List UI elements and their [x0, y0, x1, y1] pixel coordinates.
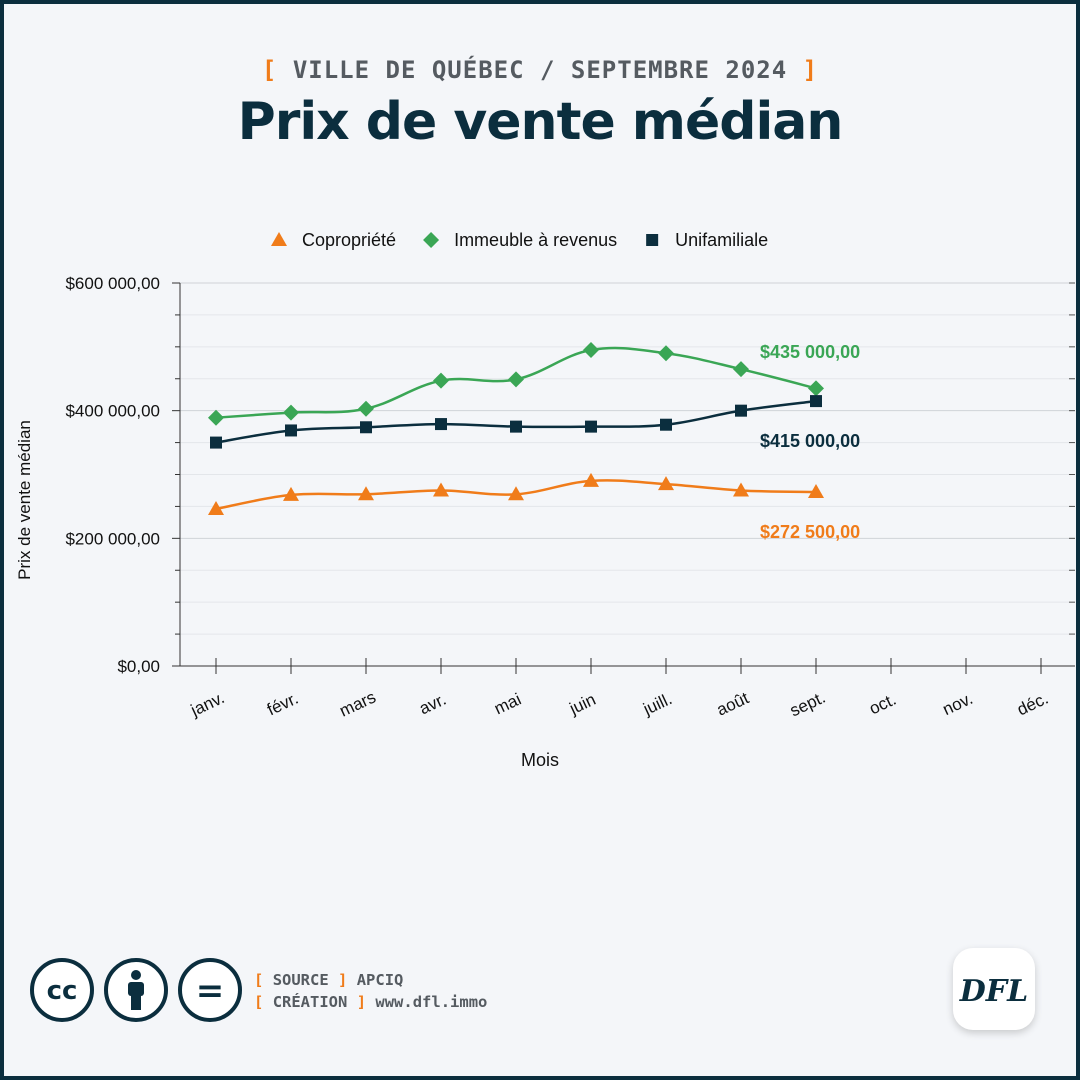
end-value-label: $272 500,00: [760, 522, 860, 542]
attribution-person-icon: [104, 958, 168, 1022]
source-label: SOURCE: [272, 971, 329, 989]
end-value-label: $435 000,00: [760, 342, 860, 362]
data-point: [510, 420, 522, 433]
dfl-logo: DFL: [953, 948, 1035, 1030]
chart-title: Prix de vente médian: [237, 92, 844, 152]
svg-text:DFL: DFL: [959, 974, 1028, 1009]
legend-label: Immeuble à revenus: [454, 230, 617, 250]
data-point: [360, 421, 372, 434]
data-point: [433, 372, 449, 389]
data-point: [733, 482, 749, 497]
data-point: [585, 420, 597, 433]
data-point: [733, 361, 749, 378]
x-tick-label: avr.: [416, 690, 449, 719]
data-point: [435, 418, 447, 431]
data-point: [658, 476, 674, 491]
data-point: [208, 500, 224, 515]
data-point: [283, 404, 299, 421]
x-tick-label: janv.: [187, 688, 227, 720]
legend-marker: [646, 234, 659, 246]
chart-kicker: [ VILLE DE QUÉBEC / SEPTEMBRE 2024 ]: [0, 56, 1080, 84]
data-point: [583, 342, 599, 359]
legend-marker: [423, 232, 440, 248]
svg-text:=: =: [196, 971, 225, 1011]
data-point: [208, 409, 224, 426]
x-tick-label: juill.: [639, 689, 674, 719]
data-point: [210, 436, 222, 449]
x-tick-label: déc.: [1014, 689, 1051, 720]
data-point: [508, 486, 524, 501]
data-point: [358, 400, 374, 417]
creation-label: CRÉATION: [272, 993, 348, 1011]
data-point: [735, 404, 747, 417]
creative-commons-icon: cc: [30, 958, 94, 1022]
data-point: [658, 345, 674, 362]
legend-label: Unifamiliale: [675, 230, 768, 250]
creation-value: www.dfl.immo: [375, 993, 488, 1011]
data-point: [283, 486, 299, 501]
source-line: [ SOURCE ] APCIQ: [254, 971, 404, 989]
y-axis-label: Prix de vente médian: [15, 420, 34, 580]
x-tick-label: mai: [491, 690, 524, 719]
x-tick-label: nov.: [940, 689, 976, 719]
end-value-label: $415 000,00: [760, 431, 860, 451]
svg-text:cc: cc: [47, 976, 78, 1006]
data-point: [508, 371, 524, 388]
data-point: [433, 482, 449, 497]
y-tick-label: $0,00: [117, 657, 160, 676]
x-axis-label: Mois: [521, 750, 559, 770]
data-point: [810, 395, 822, 408]
license-icons: cc =: [30, 958, 242, 1022]
creation-line: [ CRÉATION ] www.dfl.immo: [254, 993, 488, 1011]
legend-label: Copropriété: [302, 230, 396, 250]
data-point: [358, 486, 374, 501]
legend-marker: [271, 232, 287, 246]
kicker-bracket-open: [: [261, 56, 278, 84]
no-derivatives-icon: =: [178, 958, 242, 1022]
data-point: [285, 424, 297, 437]
x-tick-label: juin: [566, 690, 599, 719]
x-tick-label: févr.: [264, 689, 301, 720]
data-point: [660, 418, 672, 431]
data-point: [808, 484, 824, 499]
x-tick-label: oct.: [866, 690, 899, 719]
x-tick-label: mars: [337, 687, 379, 720]
kicker-bracket-close: ]: [802, 56, 819, 84]
x-tick-label: août: [714, 688, 752, 719]
source-value: APCIQ: [356, 971, 404, 989]
y-tick-label: $400 000,00: [65, 402, 160, 421]
y-tick-label: $200 000,00: [65, 529, 160, 548]
x-tick-label: sept.: [787, 688, 828, 721]
y-tick-label: $600 000,00: [65, 274, 160, 293]
kicker-text: VILLE DE QUÉBEC / SEPTEMBRE 2024: [292, 56, 788, 84]
data-point: [808, 380, 824, 397]
data-point: [583, 472, 599, 487]
credits: [ SOURCE ] APCIQ [ CRÉATION ] www.dfl.im…: [254, 969, 487, 1013]
